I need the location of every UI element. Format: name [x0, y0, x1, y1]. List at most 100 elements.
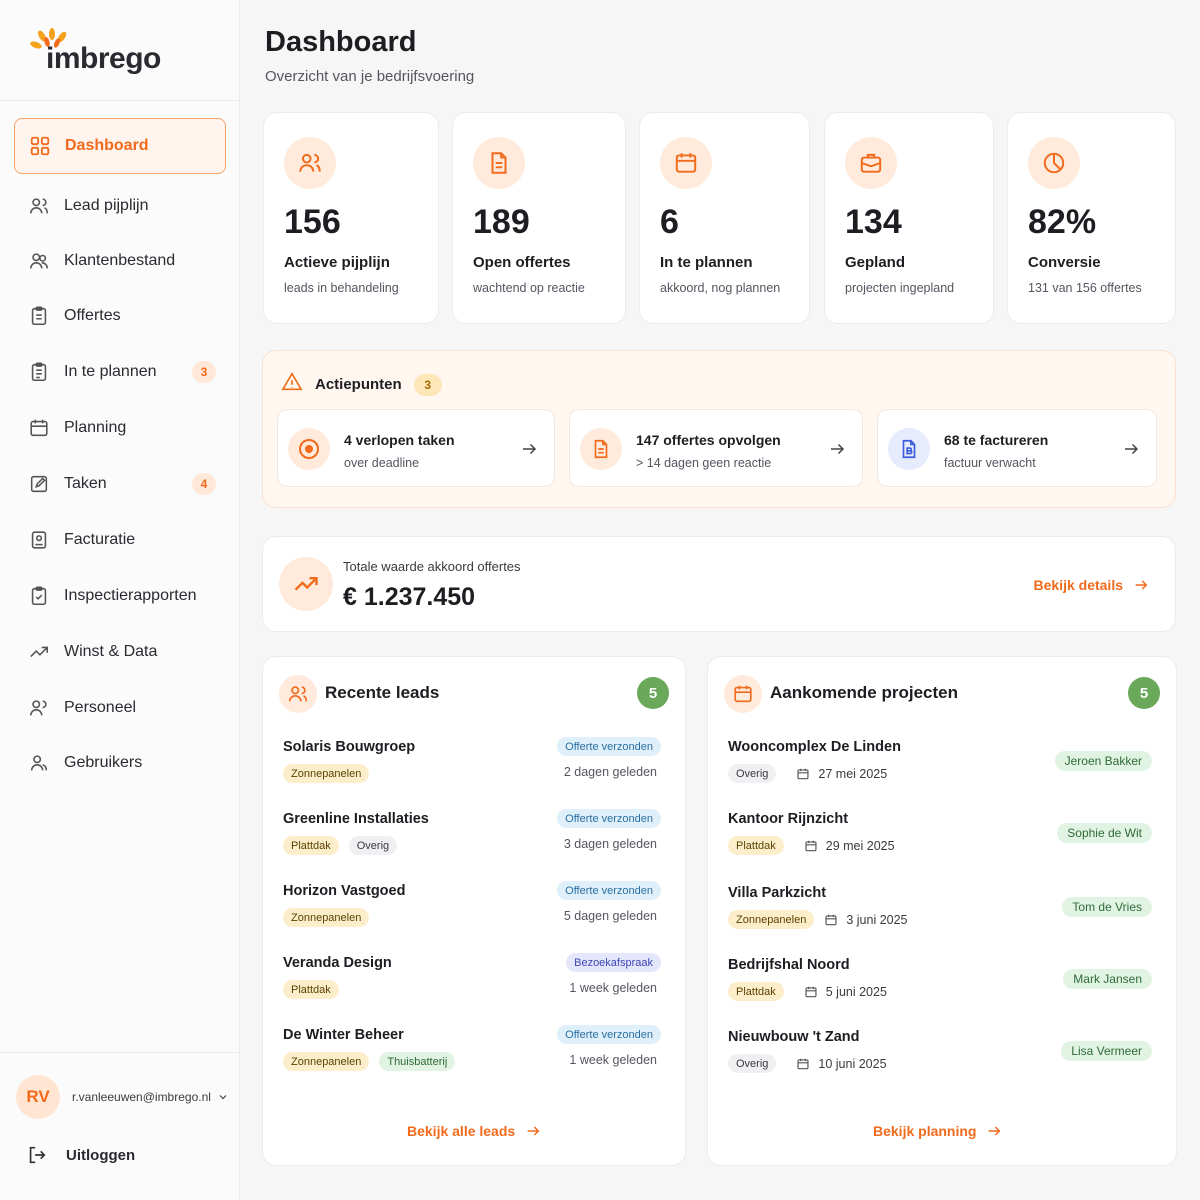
bekijk-alle-leads-link[interactable]: Bekijk alle leads — [407, 1123, 541, 1139]
list-item[interactable]: Kantoor Rijnzicht Plattdak 29 mei 2025 S… — [728, 811, 1156, 871]
logo-wordmark: imbrego — [46, 42, 161, 75]
list-item[interactable]: Veranda Design Plattdak Bezoekafspraak 1… — [283, 953, 665, 1015]
users-icon — [284, 137, 336, 189]
stat-value: 134 — [845, 203, 902, 241]
sidebar-item-klantenbestand[interactable]: Klantenbestand — [14, 233, 226, 289]
user-menu[interactable]: RV r.vanleeuwen@imbrego.nl — [16, 1074, 230, 1120]
arrow-right-icon — [520, 440, 538, 458]
target-icon — [288, 428, 330, 470]
stat-card-gepland[interactable]: 134 Gepland projecten ingepland — [824, 112, 994, 324]
tag: Overig — [348, 836, 398, 855]
stat-card-in-te-plannen[interactable]: 6 In te plannen akkoord, nog plannen — [639, 112, 810, 324]
list-item[interactable]: Horizon Vastgoed Zonnepanelen Offerte ve… — [283, 881, 665, 943]
logout-button[interactable]: Uitloggen — [26, 1144, 135, 1166]
project-date: 10 juni 2025 — [796, 1056, 887, 1071]
sidebar-item-inspectierapporten[interactable]: Inspectierapporten — [14, 568, 226, 624]
sidebar-item-gebruikers[interactable]: Gebruikers — [14, 735, 226, 791]
project-name: Nieuwbouw 't Zand — [728, 1029, 860, 1045]
sidebar-item-label: Winst & Data — [64, 643, 158, 660]
arrow-right-icon — [1133, 577, 1149, 593]
sidebar-item-planning[interactable]: Planning — [14, 400, 226, 456]
sidebar-item-label: Personeel — [64, 699, 137, 716]
user-email: r.vanleeuwen@imbrego.nl — [72, 1090, 211, 1104]
arrow-right-icon — [1122, 440, 1140, 458]
date-text: 29 mei 2025 — [825, 838, 895, 853]
sidebar-item-personeel[interactable]: Personeel — [14, 680, 226, 736]
recente-leads-panel: Recente leads 5 Solaris Bouwgroep Zonnep… — [262, 656, 686, 1166]
sidebar: imbrego Dashboard Lead pijplijn Klantenb… — [0, 0, 240, 1200]
chevron-down-icon — [217, 1091, 229, 1103]
users-icon — [279, 675, 317, 713]
sidebar-divider — [0, 100, 239, 101]
list-item[interactable]: Wooncomplex De Linden Overig 27 mei 2025… — [728, 739, 1156, 799]
assignee-badge: Lisa Vermeer — [1061, 1041, 1152, 1061]
stat-card-actieve-pijplijn[interactable]: 156 Actieve pijplijn leads in behandelin… — [263, 112, 439, 324]
actiepunten-panel: Actiepunten 3 4 verlopen taken over dead… — [262, 350, 1176, 508]
avatar: RV — [16, 1075, 60, 1119]
calendar-icon — [804, 839, 818, 853]
stat-value: 6 — [660, 203, 679, 241]
list-item[interactable]: Solaris Bouwgroep Zonnepanelen Offerte v… — [283, 737, 665, 799]
list-item[interactable]: Greenline Installaties Plattdak Overig O… — [283, 809, 665, 871]
date-text: 5 juni 2025 — [825, 984, 887, 999]
panel-title: Recente leads — [325, 683, 440, 702]
sidebar-item-taken[interactable]: Taken 4 — [14, 456, 226, 512]
sidebar-item-label: Dashboard — [65, 137, 149, 154]
calendar-icon — [796, 767, 810, 781]
lead-tags: Zonnepanelen — [283, 764, 379, 783]
sidebar-item-winst-data[interactable]: Winst & Data — [14, 624, 226, 680]
main-content: Dashboard Overzicht van je bedrijfsvoeri… — [240, 0, 1200, 1200]
status-badge: Offerte verzonden — [557, 737, 661, 756]
sidebar-item-offertes[interactable]: Offertes — [14, 288, 226, 344]
aankomende-projecten-panel: Aankomende projecten 5 Wooncomplex De Li… — [707, 656, 1177, 1166]
tag: Plattdak — [728, 982, 784, 1001]
stat-subtext: akkoord, nog plannen — [660, 281, 781, 295]
logo[interactable]: imbrego — [28, 28, 228, 78]
project-name: Kantoor Rijnzicht — [728, 811, 849, 827]
receipt-icon — [28, 529, 50, 551]
panel-title: Aankomende projecten — [770, 683, 958, 702]
arrow-right-icon — [525, 1123, 541, 1139]
calendar-icon — [28, 417, 50, 439]
stat-card-open-offertes[interactable]: 189 Open offertes wachtend op reactie — [452, 112, 626, 324]
list-item[interactable]: Nieuwbouw 't Zand Overig 10 juni 2025 Li… — [728, 1029, 1156, 1089]
page-title: Dashboard — [265, 26, 417, 58]
list-item[interactable]: De Winter Beheer Zonnepanelen Thuisbatte… — [283, 1025, 665, 1087]
action-te-factureren[interactable]: 68 te factureren factuur verwacht — [877, 409, 1157, 487]
bekijk-details-link[interactable]: Bekijk details — [1034, 577, 1150, 593]
sidebar-item-dashboard[interactable]: Dashboard — [14, 118, 226, 174]
taken-badge: 4 — [192, 473, 216, 495]
action-subtext: over deadline — [344, 456, 420, 470]
stat-label: Conversie — [1028, 254, 1101, 271]
status-badge: Bezoekafspraak — [566, 953, 661, 972]
action-verlopen-taken[interactable]: 4 verlopen taken over deadline — [277, 409, 555, 487]
assignee-badge: Mark Jansen — [1063, 969, 1152, 989]
lead-time: 5 dagen geleden — [563, 909, 657, 923]
project-tags: Zonnepanelen 3 juni 2025 — [728, 910, 908, 929]
date-text: 10 juni 2025 — [818, 1056, 887, 1071]
sidebar-item-facturatie[interactable]: Facturatie — [14, 512, 226, 568]
status-badge: Offerte verzonden — [557, 881, 661, 900]
action-offertes-opvolgen[interactable]: 147 offertes opvolgen > 14 dagen geen re… — [569, 409, 863, 487]
link-label: Bekijk details — [1033, 577, 1124, 593]
bekijk-planning-link[interactable]: Bekijk planning — [873, 1123, 1002, 1139]
projects-count-badge: 5 — [1128, 677, 1160, 709]
stat-subtext: projecten ingepland — [845, 281, 955, 295]
grid-icon — [29, 135, 51, 157]
sidebar-item-in-te-plannen[interactable]: In te plannen 3 — [14, 344, 226, 400]
project-tags: Plattdak 29 mei 2025 — [728, 836, 895, 855]
sidebar-item-lead-pijplijn[interactable]: Lead pijplijn — [14, 178, 226, 234]
action-title: 147 offertes opvolgen — [636, 432, 781, 448]
stat-card-conversie[interactable]: 82% Conversie 131 van 156 offertes — [1007, 112, 1176, 324]
assignee-badge: Tom de Vries — [1062, 897, 1152, 917]
tag: Thuisbatterij — [379, 1052, 456, 1071]
lead-tags: Plattdak — [283, 980, 349, 999]
sidebar-item-label: Facturatie — [64, 531, 136, 548]
document-icon — [473, 137, 525, 189]
stat-subtext: leads in behandeling — [284, 281, 399, 295]
list-item[interactable]: Bedrijfshal Noord Plattdak 5 juni 2025 M… — [728, 957, 1156, 1017]
sun-logo-icon — [30, 28, 67, 49]
lead-time: 1 week geleden — [569, 981, 657, 995]
list-item[interactable]: Villa Parkzicht Zonnepanelen 3 juni 2025… — [728, 885, 1156, 945]
calendar-icon — [804, 985, 818, 999]
